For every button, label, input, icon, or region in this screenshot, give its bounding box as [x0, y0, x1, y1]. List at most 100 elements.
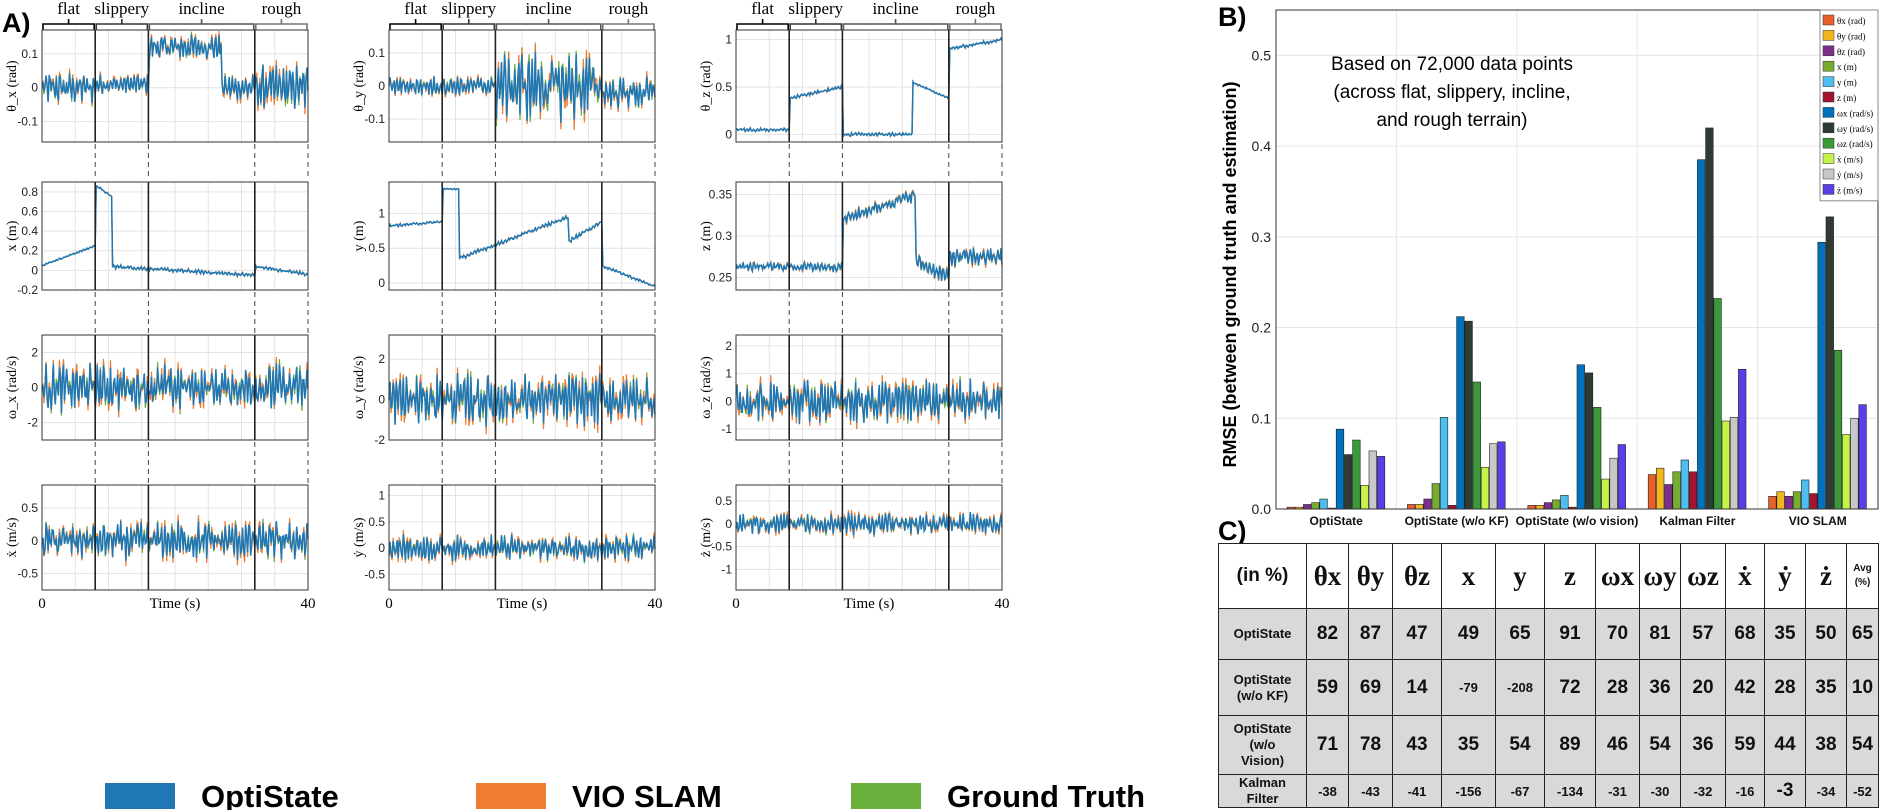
- bar-annotation-line: (across flat, slippery, incline,: [1333, 82, 1570, 103]
- panel-label-a: A): [2, 8, 31, 38]
- terrain-bracket: [789, 19, 843, 30]
- x-category-label: OptiState (w/o vision): [1516, 514, 1639, 528]
- bar-annotation-line: and rough terrain): [1376, 110, 1527, 131]
- bar-legend-label: ż (m/s): [1837, 185, 1862, 195]
- y-axis-label: θ_y (rad): [352, 60, 367, 112]
- y-tick-label: -1: [721, 422, 732, 436]
- line-subplot: -1 0 1 2 ω_z (rad/s): [699, 334, 1003, 441]
- series-line-optistate: [735, 190, 1003, 281]
- bar: [1825, 216, 1834, 510]
- bar: [1360, 485, 1369, 510]
- table-cell: 50: [1805, 608, 1847, 660]
- series-legend: OptiState VIO SLAM Ground Truth: [105, 779, 1145, 810]
- table-cell: -34: [1805, 774, 1847, 808]
- y-tick-label: 0: [725, 517, 732, 531]
- table-cell: 10: [1846, 659, 1879, 716]
- bar: [1729, 417, 1739, 510]
- table-cell: -41: [1392, 774, 1442, 808]
- series-line-optistate: [388, 373, 656, 427]
- terrain-bracket: [736, 19, 789, 30]
- bar: [1527, 505, 1536, 510]
- y-tick-label: 0.6: [21, 204, 38, 218]
- table-row-header: OptiState: [1218, 608, 1307, 660]
- terrain-bracket: [95, 19, 149, 30]
- plot-frame: [388, 29, 656, 143]
- row-header-line: Vision): [1240, 753, 1285, 768]
- y-tick-label: 0.5: [368, 241, 385, 255]
- series-line-optistate: [41, 34, 309, 109]
- bar-legend-label: θy (rad): [1837, 31, 1866, 41]
- table-cell: 43: [1392, 715, 1442, 775]
- table-header-cell: θy: [1348, 543, 1393, 609]
- bar-legend-label: θx (rad): [1837, 16, 1866, 26]
- table-cell: -3: [1764, 774, 1806, 808]
- bar-legend-label: θz (rad): [1837, 47, 1865, 57]
- table-header-cell: ωx: [1595, 543, 1640, 609]
- table-cell: -156: [1441, 774, 1496, 808]
- terrain-label: rough: [609, 0, 649, 18]
- bar-annotation-line: Based on 72,000 data points: [1331, 54, 1573, 75]
- y-tick-label: 1: [378, 489, 385, 503]
- y-tick-label: 0.0: [1252, 501, 1272, 517]
- table-header-cell: z: [1544, 543, 1596, 609]
- table-header-cell: x: [1441, 543, 1496, 609]
- series-line-optistate: [735, 37, 1003, 139]
- y-tick-label: -0.1: [364, 112, 385, 126]
- bar: [1672, 471, 1681, 510]
- bar: [1697, 159, 1706, 510]
- legend-label: VIO SLAM: [572, 779, 722, 810]
- bar: [1850, 417, 1859, 510]
- bar: [1448, 505, 1457, 510]
- terrain-bracket: [442, 19, 496, 30]
- table-cell: 44: [1764, 715, 1806, 775]
- legend-label: OptiState: [201, 779, 339, 810]
- table-cell: -67: [1495, 774, 1545, 808]
- table-cell: 78: [1348, 715, 1393, 775]
- bar: [1368, 450, 1377, 510]
- y-tick-label: 0.5: [715, 80, 732, 94]
- table-cell: 81: [1639, 608, 1681, 660]
- table-cell: 89: [1544, 715, 1596, 775]
- bar-legend-swatch: [1822, 60, 1835, 72]
- bar: [1311, 502, 1320, 510]
- bar-legend-label: ẏ (m/s): [1837, 170, 1863, 180]
- y-tick-label: 0.3: [715, 229, 732, 243]
- bar: [1680, 459, 1689, 510]
- terrain-bracket: [255, 19, 308, 30]
- series-line-optistate: [41, 520, 309, 561]
- plot-frame: [735, 29, 1003, 143]
- bar: [1576, 364, 1585, 510]
- terrain-label: slippery: [441, 0, 496, 18]
- series-line-optistate: [388, 534, 656, 562]
- bar-legend-label: z (m): [1837, 93, 1856, 103]
- panel-label-c: C): [1218, 516, 1247, 546]
- table-cell: 57: [1680, 608, 1726, 660]
- table-cell: -30: [1639, 774, 1681, 808]
- y-axis-label: z (m): [699, 221, 714, 251]
- line-subplot: -0.2 0 0.2 0.4 0.6 0.8 x (m): [5, 181, 309, 297]
- table-header-cell: θx: [1306, 543, 1349, 609]
- table-cell: 87: [1348, 608, 1393, 660]
- y-axis-label: θ_z (rad): [699, 60, 714, 111]
- bar: [1344, 454, 1353, 510]
- y-axis-label: ż (m/s): [699, 518, 714, 558]
- x-axis-label: Time (s): [844, 596, 895, 612]
- legend-swatch: [105, 783, 175, 809]
- bar: [1431, 483, 1440, 510]
- plot-frame: [388, 181, 656, 291]
- plot-frame: [41, 181, 309, 291]
- terrain-bracket: [602, 19, 655, 30]
- terrain-label: rough: [262, 0, 302, 18]
- series-line-optistate: [735, 512, 1003, 536]
- row-header-line: Kalman: [1239, 775, 1286, 790]
- table-cell: -32: [1680, 774, 1726, 808]
- table-header-cell: θz: [1392, 543, 1442, 609]
- table-cell: 68: [1725, 608, 1765, 660]
- y-axis-label: ω_x (rad/s): [5, 356, 20, 420]
- y-tick-label: 0.4: [1252, 138, 1272, 154]
- terrain-bracket: [389, 19, 442, 30]
- bar-legend-swatch: [1822, 30, 1835, 41]
- terrain-label: slippery: [94, 0, 149, 18]
- avg-header-line: Avg: [1853, 563, 1872, 574]
- table-cell: 65: [1846, 608, 1879, 660]
